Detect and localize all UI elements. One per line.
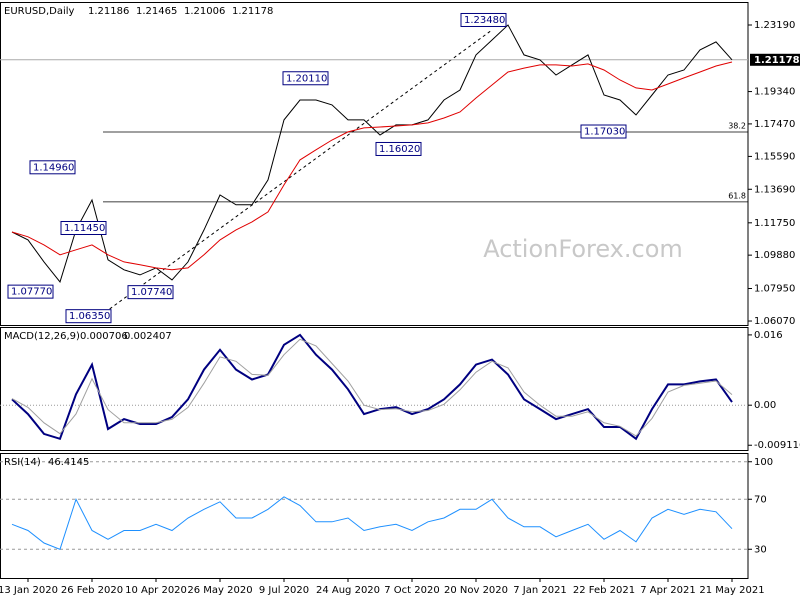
x-tick-label: 9 Jul 2020	[259, 585, 309, 596]
x-tick-label: 21 May 2021	[699, 585, 764, 596]
annotation-label: 1.14960	[33, 162, 74, 173]
y-tick-label: -0.009116	[754, 440, 800, 451]
annotation-label: 1.07740	[131, 287, 172, 298]
series-line	[11, 338, 733, 437]
x-tick-label: 26 Feb 2020	[61, 585, 123, 596]
current-price-box	[750, 53, 800, 66]
y-tick-label: 1.13690	[754, 184, 795, 195]
annotation-box	[7, 284, 54, 299]
annotation-box	[127, 285, 174, 300]
annotation-label: 1.07770	[11, 287, 52, 298]
annotation-label: 1.17030	[584, 127, 625, 138]
panel-frame	[0, 327, 749, 451]
annotation-box	[375, 141, 422, 156]
y-tick-label: 1.17470	[754, 119, 795, 130]
x-tick-label: 22 Feb 2021	[573, 585, 635, 596]
y-tick-label: 1.23190	[754, 20, 795, 31]
y-tick-label: 30	[754, 544, 767, 555]
current-price-label: 1.21178	[754, 55, 800, 66]
indicator-value: 46.4145	[48, 457, 89, 468]
x-tick-label: 24 Aug 2020	[316, 585, 380, 596]
panel-frame	[0, 2, 749, 326]
y-tick-label: 1.19340	[754, 87, 795, 98]
x-tick-label: 13 Jan 2020	[0, 585, 58, 596]
panel-title: EURUSD,Daily	[4, 6, 75, 17]
x-tick-label: 20 Nov 2020	[444, 585, 508, 596]
y-tick-label: 1.15590	[754, 151, 795, 162]
panel-frame	[0, 453, 749, 579]
fib-label: 38.2	[728, 122, 746, 131]
x-tick-label: 26 May 2020	[187, 585, 252, 596]
annotation-label: 1.16020	[379, 144, 420, 155]
annotation-box	[65, 309, 112, 324]
header-value: 1.21178	[232, 6, 273, 17]
annotation-label: 1.23480	[464, 15, 505, 26]
annotation-label: 1.20110	[286, 73, 327, 84]
y-tick-label: 1.07950	[754, 284, 795, 295]
indicator-value: 0.000706	[80, 331, 128, 342]
y-tick-label: 1.09880	[754, 250, 795, 261]
y-tick-label: 70	[754, 494, 767, 505]
watermark: ActionForex.com	[483, 235, 683, 263]
x-tick-label: 10 Apr 2020	[125, 585, 187, 596]
series-line	[11, 496, 733, 550]
series-line	[11, 61, 733, 271]
annotation-box	[60, 220, 107, 235]
x-tick-label: 7 Oct 2020	[384, 585, 439, 596]
series-line	[11, 333, 733, 441]
x-tick-label: 7 Jan 2021	[513, 585, 567, 596]
header-value: 1.21465	[136, 6, 177, 17]
annotation-box	[580, 124, 627, 139]
annotation-label: 1.06350	[69, 311, 110, 322]
panel-title: MACD(12,26,9)	[4, 331, 80, 342]
y-tick-label: 100	[754, 457, 773, 468]
annotation-box	[29, 160, 76, 175]
header-value: 1.21006	[184, 6, 225, 17]
y-tick-label: 0.016	[754, 330, 783, 341]
annotation-label: 1.11450	[64, 223, 105, 234]
panel-title: RSI(14)	[4, 457, 41, 468]
trend-line	[99, 29, 493, 317]
indicator-value: 0.002407	[124, 331, 172, 342]
header-value: 1.21186	[88, 6, 129, 17]
x-tick-label: 7 Apr 2021	[640, 585, 695, 596]
fib-label: 61.8	[728, 191, 746, 200]
annotation-box	[282, 71, 329, 86]
y-tick-label: 1.06070	[754, 316, 795, 327]
y-tick-label: 1.11750	[754, 218, 795, 229]
y-tick-label: 0.00	[754, 400, 776, 411]
annotation-box	[460, 12, 507, 27]
